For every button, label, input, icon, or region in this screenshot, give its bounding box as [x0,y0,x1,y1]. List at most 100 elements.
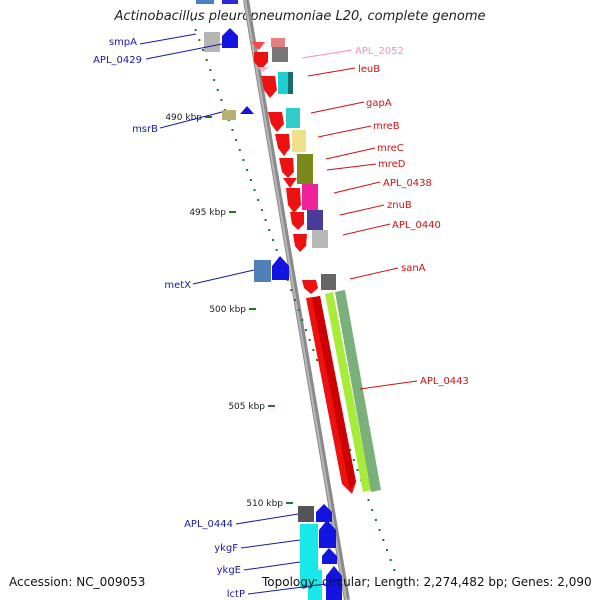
ruler-tick-label: 505 kbp [228,402,265,412]
gene-label-ykgE[interactable]: ykgE [217,565,241,576]
gene-label-ykgF[interactable]: ykgF [214,543,238,554]
leuB-small[interactable] [257,67,269,72]
ykgE-arrow[interactable] [322,548,337,564]
gene-label-mreC[interactable]: mreC [377,143,404,154]
ruler-tick-label: 490 kbp [165,113,202,123]
gene-label-APL_0440[interactable]: APL_0440 [392,220,441,231]
ruler-dot [216,89,219,91]
leuB-arrow[interactable] [254,52,268,70]
ruler-dot [238,149,241,151]
smpA-block-2[interactable] [222,0,238,4]
ruler-dot [397,579,399,581]
right-gene-labels: APL_2052 leuB gapA mreB mreC mreD APL_04… [355,46,469,387]
ruler-dot [305,329,308,331]
APL_2052-block-2[interactable] [272,47,288,62]
topology-text: Topology: circular; Length: 2,274,482 bp… [262,575,592,589]
znuB-arrow[interactable] [290,212,304,230]
ruler-tick-label: 510 kbp [246,499,283,509]
APL_2052-arrow[interactable] [251,42,265,50]
smpA-block[interactable] [196,0,214,4]
accession-text: Accession: NC_009053 [9,575,146,589]
ruler-dot [257,199,260,201]
ruler-dot [209,69,212,71]
mreD-arrow[interactable] [279,158,294,178]
APL_0438-arrow-2[interactable] [286,188,301,213]
ruler-dot [393,569,396,571]
ruler-tick-label: 495 kbp [189,208,226,218]
APL_0440-block[interactable] [312,230,328,248]
mreB-arrow[interactable] [268,112,284,132]
ruler-dot [213,79,216,81]
ruler-dot [275,249,278,251]
ruler-dot [389,559,392,561]
gapA-block[interactable] [278,72,288,94]
gene-label-mreD[interactable]: mreD [378,159,406,170]
ruler-dot [235,139,238,141]
gene-label-smpA[interactable]: smpA [109,37,137,48]
ruler-dot [382,539,385,541]
APL_0444-block[interactable] [298,506,314,522]
map-title: Actinobacillus pleuropneumoniae L20, com… [114,9,486,24]
ruler-dot [242,159,245,161]
APL_2052-block[interactable] [271,38,285,47]
gene-label-lctP[interactable]: lctP [227,589,245,600]
msrB-arrow[interactable] [240,106,254,114]
ruler-dot [349,449,352,451]
metX-block[interactable] [254,260,271,282]
gene-label-leuB[interactable]: leuB [358,64,380,75]
metX-arrow[interactable] [272,256,289,280]
ruler-tick-label: 500 kbp [209,305,246,315]
sanA-block[interactable] [321,274,336,290]
ruler-dot [312,349,315,351]
gene-label-APL_0443[interactable]: APL_0443 [420,376,469,387]
ruler-dot [231,129,234,131]
gene-label-msrB[interactable]: msrB [132,124,158,135]
znuB-block[interactable] [307,210,323,230]
APL_0443-block-green[interactable] [335,290,381,492]
sanA-arrow[interactable] [302,280,318,294]
APL_0429-block[interactable] [204,32,220,52]
APL_0443-block-lime[interactable] [325,292,371,492]
ruler: 490 kbp 495 kbp 500 kbp 505 kbp 510 kbp [165,19,399,581]
mreD-block[interactable] [297,154,313,184]
lctP-arrow[interactable] [326,566,342,600]
ruler-dot [297,309,300,311]
APL_0444-arrow[interactable] [316,504,332,522]
mreC-arrow[interactable] [275,134,290,156]
gene-label-APL_0438[interactable]: APL_0438 [383,178,432,189]
ruler-dot [264,219,267,221]
msrB-block[interactable] [222,110,236,120]
ruler-dot [220,99,223,101]
ruler-dot [253,189,256,191]
APL_0429-arrow[interactable] [222,28,238,48]
APL_0438-arrow[interactable] [283,178,297,188]
gene-label-znuB[interactable]: znuB [387,200,412,211]
gene-label-APL_2052[interactable]: APL_2052 [355,46,404,57]
gene-label-sanA[interactable]: sanA [401,263,426,274]
ruler-dot [316,359,319,361]
ruler-dot [308,339,311,341]
gene-label-mreB[interactable]: mreB [373,121,400,132]
gapA-arrow[interactable] [261,76,277,98]
ruler-dot [191,19,193,21]
ykgF-arrow[interactable] [319,520,336,548]
APL_0443-arrow-shade[interactable] [312,296,356,490]
gene-label-APL_0429[interactable]: APL_0429 [93,55,142,66]
gene-label-APL_0444[interactable]: APL_0444 [184,519,233,530]
ruler-dot [194,29,197,31]
ruler-dot [246,169,249,171]
APL_0440-arrow[interactable] [293,234,307,252]
mreB-block[interactable] [286,108,300,128]
feature-blocks [196,0,381,600]
ruler-dot [202,49,205,51]
ruler-dot [352,459,355,461]
ruler-dot [271,239,274,241]
ruler-dot [198,39,201,41]
ruler-dot [378,529,381,531]
gene-label-gapA[interactable]: gapA [366,98,392,109]
gene-label-metX[interactable]: metX [164,280,191,291]
gapA-block-2[interactable] [288,72,293,94]
APL_0438-block[interactable] [302,184,318,210]
mreC-block[interactable] [292,130,306,152]
